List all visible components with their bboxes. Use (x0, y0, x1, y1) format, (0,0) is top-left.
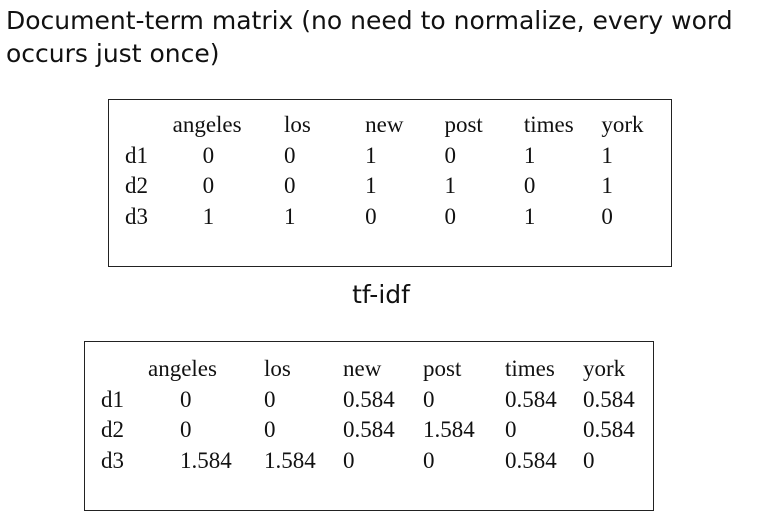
matrix-cell: 0 (423, 386, 435, 412)
tfidf-matrix: angeles los new post times york d1 0 0 0… (101, 354, 653, 476)
matrix-cell: 0.584 (505, 386, 557, 412)
tfidf-label: tf-idf (352, 280, 410, 309)
matrix-cell: 0 (264, 417, 276, 443)
table-row: d1 0 0 0.584 0 0.584 0.584 (101, 385, 653, 416)
column-header: angeles (172, 112, 242, 138)
row-header: d1 (101, 386, 124, 412)
matrix-cell: 0 (343, 447, 355, 473)
column-header: new (365, 112, 404, 138)
matrix-cell: 0 (180, 417, 192, 443)
matrix-cell: 1.584 (264, 447, 316, 473)
matrix-cell: 0.584 (583, 417, 635, 443)
matrix-header-row: angeles los new post times york (125, 110, 671, 141)
row-header: d3 (101, 447, 124, 473)
matrix-cell: 0 (505, 417, 517, 443)
matrix-cell: 0 (202, 173, 215, 199)
column-header: post (444, 112, 483, 138)
matrix-cell: 0 (423, 447, 435, 473)
column-header: new (343, 356, 382, 382)
matrix-cell: 0 (444, 203, 456, 229)
matrix-cell: 1 (283, 203, 296, 229)
row-header: d3 (125, 203, 148, 229)
matrix-cell: 0.584 (343, 386, 395, 412)
matrix-cell: 0 (180, 386, 192, 412)
column-header: los (283, 112, 311, 138)
matrix-cell: 1 (365, 173, 377, 199)
column-header: york (583, 356, 626, 382)
column-header: los (264, 356, 291, 382)
matrix-cell: 0 (601, 203, 613, 229)
document-term-matrix: angeles los new post times york d1 0 0 1… (125, 110, 671, 232)
tfidf-matrix-box: angeles los new post times york d1 0 0 0… (84, 341, 654, 511)
row-header: d2 (125, 173, 148, 199)
slide-title: Document-term matrix (no need to normali… (6, 6, 741, 68)
matrix-header-row: angeles los new post times york (101, 354, 653, 385)
column-header: post (423, 356, 462, 382)
corner-cell (101, 354, 148, 385)
matrix-cell: 0 (365, 203, 377, 229)
matrix-cell: 0.584 (343, 417, 395, 443)
table-row: d3 1 1 0 0 1 0 (125, 202, 671, 233)
matrix-cell: 1 (523, 203, 536, 229)
matrix-cell: 1.584 (423, 417, 475, 443)
matrix-cell: 0.584 (505, 447, 557, 473)
column-header: angeles (148, 356, 217, 382)
table-row: d1 0 0 1 0 1 1 (125, 141, 671, 172)
column-header: times (523, 112, 574, 138)
matrix-cell: 0.584 (583, 386, 635, 412)
matrix-cell: 1 (444, 173, 456, 199)
matrix-cell: 0 (583, 447, 595, 473)
document-term-matrix-box: angeles los new post times york d1 0 0 1… (108, 99, 672, 267)
matrix-cell: 0 (283, 173, 296, 199)
row-header: d1 (125, 142, 148, 168)
matrix-cell: 1 (601, 173, 613, 199)
column-header: times (505, 356, 555, 382)
table-row: d3 1.584 1.584 0 0 0.584 0 (101, 446, 653, 477)
matrix-cell: 0 (444, 142, 456, 168)
row-header: d2 (101, 417, 124, 443)
table-row: d2 0 0 1 1 0 1 (125, 171, 671, 202)
matrix-cell: 1.584 (180, 447, 232, 473)
matrix-cell: 1 (365, 142, 377, 168)
matrix-cell: 0 (264, 386, 276, 412)
matrix-cell: 1 (202, 203, 215, 229)
table-row: d2 0 0 0.584 1.584 0 0.584 (101, 415, 653, 446)
matrix-cell: 0 (283, 142, 296, 168)
matrix-cell: 0 (202, 142, 215, 168)
column-header: york (601, 112, 644, 138)
matrix-cell: 1 (523, 142, 536, 168)
matrix-cell: 1 (601, 142, 613, 168)
corner-cell (125, 110, 173, 141)
matrix-cell: 0 (523, 173, 536, 199)
